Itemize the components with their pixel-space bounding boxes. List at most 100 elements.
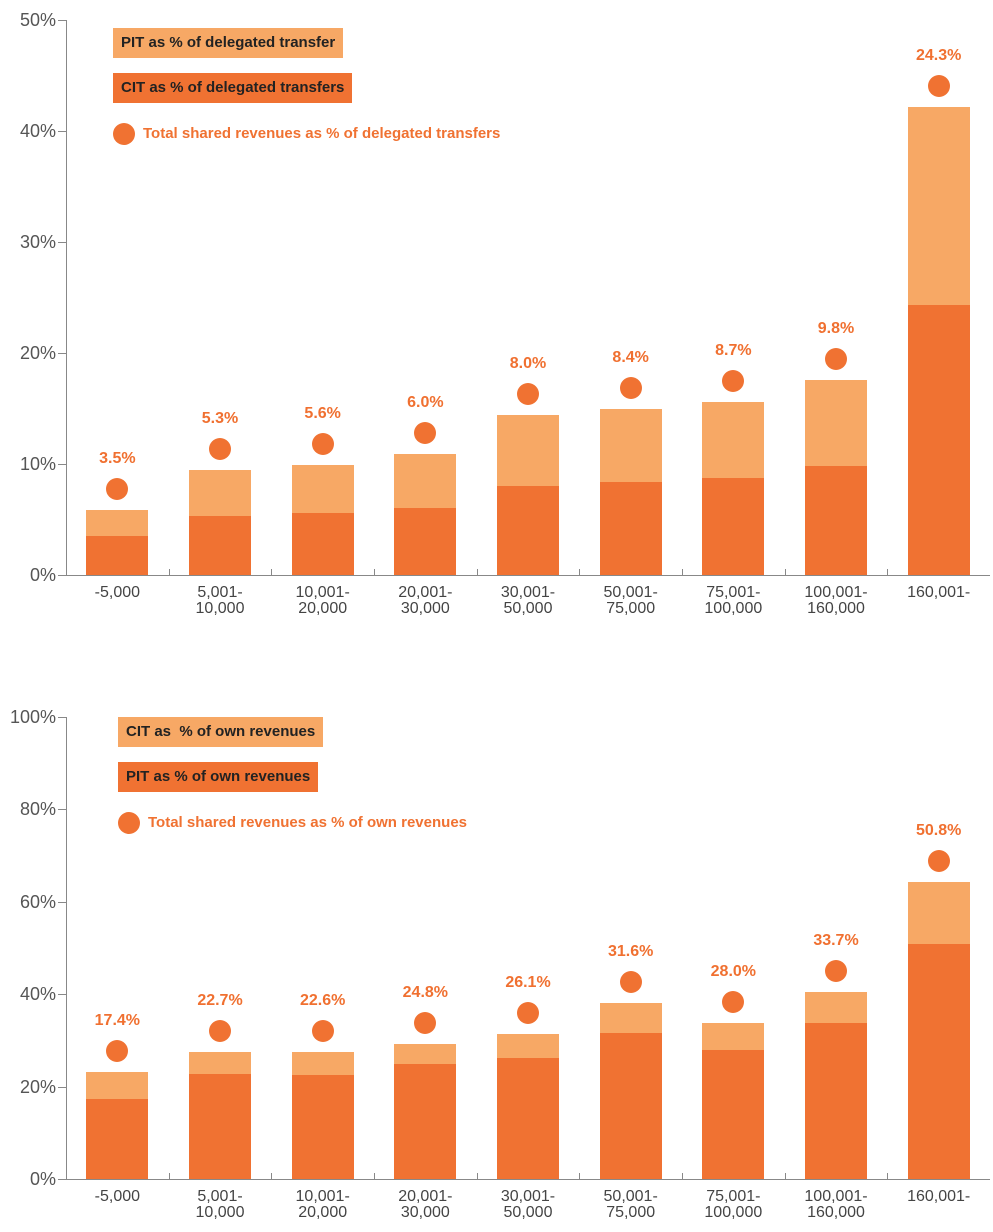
bar: [599, 408, 662, 482]
x-tick: [784, 1173, 786, 1179]
y-tick: [58, 1086, 66, 1088]
marker-dot: [619, 970, 642, 993]
x-tick-label: 20,001- 30,000: [398, 1188, 453, 1221]
x-tick-label: 160,001-: [907, 1188, 971, 1205]
bar: [86, 509, 149, 537]
x-tick: [579, 569, 581, 575]
bar: [189, 516, 251, 575]
x-tick: [271, 1173, 273, 1179]
bar: [702, 401, 765, 479]
x-tick-label: 160,001-: [907, 584, 971, 601]
marker-dot: [414, 422, 437, 444]
y-tick-label: 50%: [19, 10, 56, 30]
y-tick: [58, 901, 66, 903]
x-tick-label: 50,001- 75,000: [603, 584, 658, 617]
value-label: 5.3%: [201, 409, 239, 427]
x-tick-label: 100,001- 160,000: [804, 1188, 868, 1221]
legend-entry: CIT as % of own revenues: [118, 717, 324, 747]
x-tick: [476, 1173, 478, 1179]
x-tick: [168, 1173, 170, 1179]
marker-dot: [517, 383, 539, 406]
x-tick: [374, 569, 375, 575]
bar: [907, 944, 970, 1179]
value-label: 26.1%: [505, 973, 551, 991]
marker-dot: [722, 990, 745, 1013]
marker-dot: [825, 959, 847, 982]
bar: [291, 1074, 354, 1179]
x-tick-label: 10,001- 20,000: [295, 1188, 350, 1221]
y-tick: [58, 717, 66, 718]
legend-dot: [118, 812, 140, 834]
y-tick: [58, 242, 66, 243]
x-tick-label: 20,001- 30,000: [398, 584, 453, 617]
marker-dot: [209, 437, 231, 460]
y-tick: [58, 464, 66, 465]
value-label: 9.8%: [817, 319, 855, 337]
x-tick-label: 5,001- 10,000: [195, 584, 245, 617]
y-tick: [58, 809, 66, 811]
value-label: 3.5%: [99, 449, 136, 467]
bar: [497, 486, 559, 575]
marker-dot: [825, 347, 847, 370]
y-axis: [66, 717, 67, 1179]
bar: [907, 305, 970, 575]
bar: [907, 881, 970, 945]
x-tick-label: 30,001- 50,000: [500, 584, 556, 617]
bar: [86, 1071, 149, 1099]
bar: [599, 481, 662, 575]
bar: [291, 1051, 354, 1075]
x-tick-label: -5,000: [94, 1188, 141, 1205]
x-tick: [168, 569, 170, 575]
x-tick: [374, 1173, 375, 1179]
value-label: 24.8%: [402, 984, 449, 1002]
marker-dot: [311, 1019, 334, 1042]
x-tick: [682, 569, 683, 575]
bar: [702, 1022, 765, 1050]
legend-entry: PIT as % of delegated transfer: [113, 28, 344, 58]
legend-entry: PIT as % of own revenues: [118, 762, 319, 792]
value-label: 8.4%: [612, 348, 649, 366]
bar: [805, 466, 867, 575]
value-label: 50.8%: [915, 821, 962, 839]
x-axis: [66, 1179, 990, 1180]
bar: [86, 536, 149, 575]
x-tick-label: -5,000: [94, 584, 141, 601]
legend-entry: Total shared revenues as % of delegated …: [143, 125, 501, 142]
value-label: 5.6%: [304, 405, 341, 423]
marker-dot: [311, 433, 334, 456]
y-tick-label: 100%: [9, 707, 56, 727]
bar: [291, 465, 354, 513]
value-label: 31.6%: [607, 942, 654, 960]
y-tick-label: 40%: [19, 984, 56, 1005]
bar: [805, 991, 867, 1024]
x-tick: [887, 1173, 889, 1179]
x-tick-label: 10,001- 20,000: [295, 584, 350, 617]
bar: [291, 512, 354, 575]
bar: [86, 1098, 149, 1179]
x-tick-label: 30,001- 50,000: [500, 1188, 556, 1221]
bar: [394, 1064, 457, 1179]
value-label: 6.0%: [407, 394, 444, 411]
y-tick-label: 10%: [19, 454, 56, 474]
bar: [907, 106, 970, 306]
x-axis: [66, 575, 990, 576]
bar: [497, 1033, 559, 1059]
x-tick: [579, 1173, 581, 1179]
marker-dot: [927, 849, 950, 872]
value-label: 22.7%: [197, 991, 243, 1009]
bar: [599, 1033, 662, 1179]
marker-dot: [106, 1039, 129, 1062]
value-label: 24.3%: [915, 46, 962, 64]
marker-dot: [927, 74, 950, 97]
x-tick-label: 5,001- 10,000: [195, 1188, 245, 1221]
y-tick-label: 0%: [29, 1169, 56, 1189]
x-tick: [682, 1173, 683, 1179]
bar: [394, 508, 457, 575]
bar: [805, 379, 867, 467]
x-tick: [784, 569, 786, 575]
x-tick: [476, 569, 478, 575]
value-label: 33.7%: [813, 931, 859, 949]
legend-dot: [113, 123, 135, 145]
marker-dot: [722, 369, 745, 392]
